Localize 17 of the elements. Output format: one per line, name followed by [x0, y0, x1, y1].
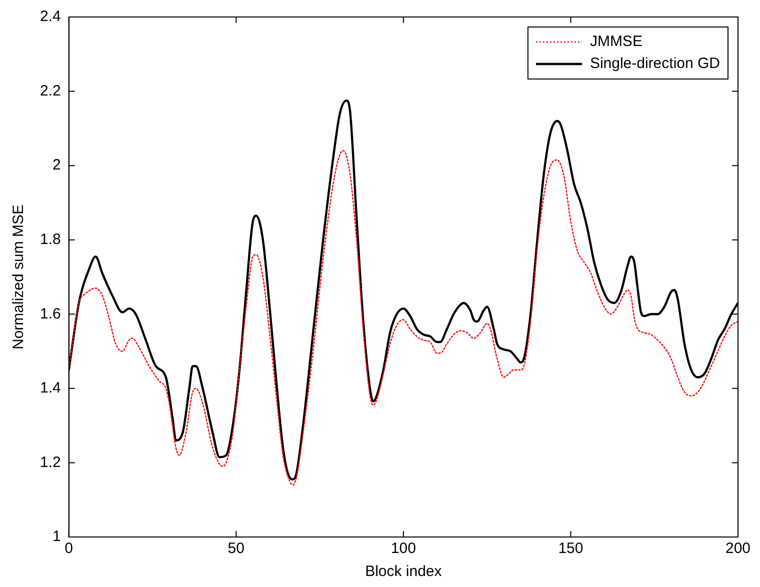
x-tick-label: 100	[390, 540, 416, 558]
x-tick-label: 200	[725, 540, 751, 558]
x-tick-label: 150	[558, 540, 584, 558]
y-tick-label: 1.2	[40, 454, 61, 471]
y-tick-label: 2	[52, 156, 61, 174]
y-tick-label: 1.4	[40, 380, 61, 397]
x-axis-title: Block index	[365, 563, 442, 580]
y-tick-label: 1.8	[40, 231, 61, 248]
y-tick-label: 2.4	[40, 8, 61, 26]
y-tick-label: 1.6	[40, 305, 61, 322]
x-tick-label: 50	[228, 540, 244, 558]
x-tick-label: 0	[64, 540, 74, 558]
legend-label: Single-direction GD	[590, 55, 720, 72]
legend-label: JMMSE	[590, 33, 642, 50]
y-axis-title: Normalized sum MSE	[10, 204, 28, 350]
y-tick-label: 1	[52, 528, 61, 546]
y-tick-label: 2.2	[40, 82, 61, 100]
